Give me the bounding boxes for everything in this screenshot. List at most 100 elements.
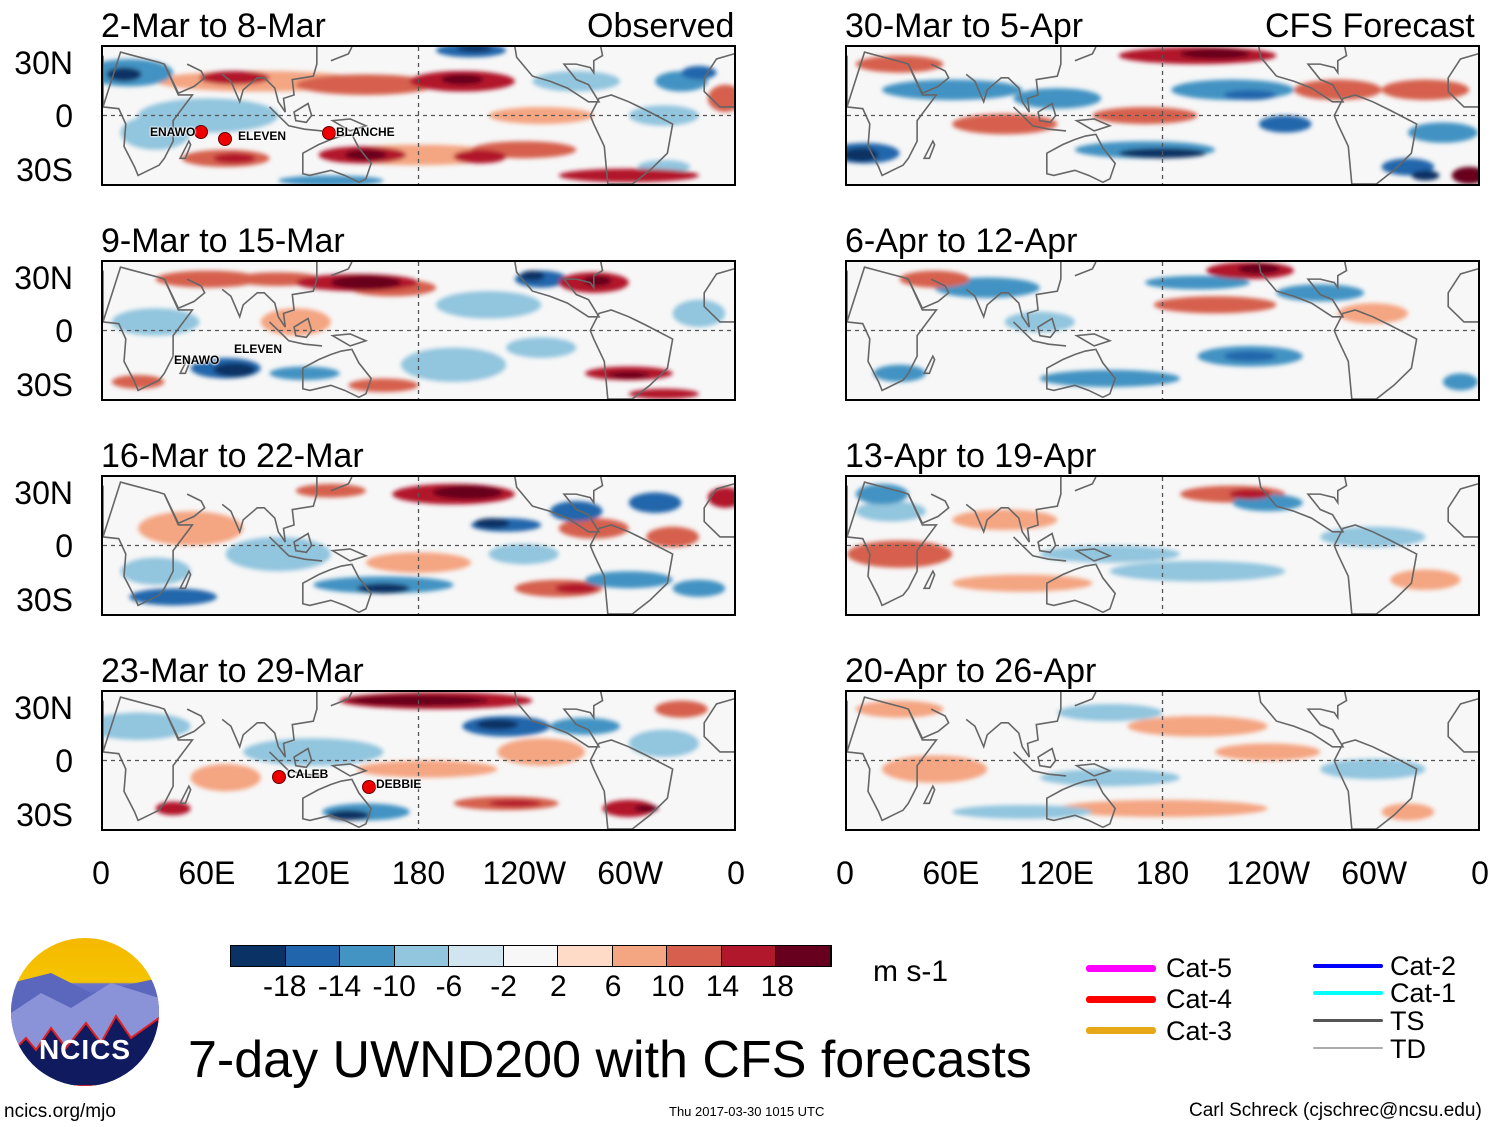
anomaly-contour	[1337, 303, 1408, 324]
units-label: m s-1	[873, 955, 948, 988]
lat-label: 0	[55, 528, 73, 564]
coastline	[908, 709, 948, 738]
lat-label: 30S	[16, 582, 73, 618]
anomaly-contour	[488, 106, 594, 125]
anomaly-contour	[155, 801, 191, 816]
coastline	[164, 709, 204, 738]
colorbar	[230, 945, 832, 967]
anomaly-contour	[681, 65, 717, 80]
anomaly-contour	[607, 371, 650, 379]
coastline	[1077, 119, 1110, 131]
anomaly-map	[847, 692, 1478, 829]
coastline	[270, 537, 323, 561]
lon-label: 120E	[1019, 855, 1095, 891]
anomaly-contour	[1039, 545, 1181, 563]
coastline	[331, 692, 352, 706]
coastline	[103, 52, 192, 175]
anomaly-map	[103, 692, 734, 829]
cyclone-icon[interactable]	[272, 770, 286, 784]
mountains-icon	[11, 973, 159, 1086]
storm-label[interactable]: CALEB	[287, 767, 329, 781]
coastline	[515, 262, 603, 317]
anomaly-contour	[585, 571, 673, 589]
anomaly-map	[103, 47, 734, 184]
lon-label: 180	[1135, 855, 1190, 891]
anomaly-contour	[453, 149, 507, 164]
coastline	[847, 52, 936, 175]
coastline	[908, 279, 948, 308]
coastline	[331, 477, 352, 491]
lat-label: 0	[55, 313, 73, 349]
map-panel	[101, 260, 736, 401]
storm-label[interactable]: ELEVEN	[234, 342, 283, 356]
anomaly-contour	[899, 270, 970, 288]
coastline	[303, 564, 371, 612]
storm-label[interactable]: ENAWO	[150, 125, 196, 139]
anomaly-contour	[873, 364, 926, 382]
anomaly-contour	[1407, 122, 1478, 143]
anomaly-contour	[646, 526, 699, 548]
cyclone-icon[interactable]	[194, 125, 208, 139]
legend-line-cat-1	[1313, 991, 1383, 995]
coastline	[331, 47, 352, 61]
legend-line-td	[1313, 1047, 1383, 1049]
anomaly-contour	[269, 366, 340, 381]
footer-timestamp: Thu 2017-03-30 1015 UTC	[669, 1104, 825, 1119]
anomaly-contour	[327, 810, 370, 821]
storm-label[interactable]: DEBBIE	[376, 777, 422, 791]
colorbar-label: -2	[490, 970, 517, 1003]
cyclone-icon[interactable]	[362, 780, 376, 794]
coastline	[590, 740, 672, 829]
anomaly-contour	[855, 55, 944, 73]
storm-label[interactable]: ENAWO	[174, 353, 220, 367]
colorbar-label: 10	[651, 970, 685, 1003]
anomaly-contour	[882, 755, 988, 783]
footer-url[interactable]: ncics.org/mjo	[4, 1101, 116, 1122]
storm-label[interactable]: ELEVEN	[238, 129, 287, 143]
coastline	[1259, 477, 1347, 532]
lon-label: 120W	[482, 855, 567, 891]
anomaly-contour	[952, 113, 1058, 135]
anomaly-contour	[111, 308, 200, 336]
coastline	[515, 692, 603, 747]
coastline	[1047, 564, 1115, 612]
map-panel	[845, 45, 1480, 186]
map-panel	[101, 45, 736, 186]
panel-title: 20-Apr to 26-Apr	[845, 652, 1097, 690]
coastline	[222, 692, 317, 757]
anomaly-contour	[155, 270, 261, 288]
anomaly-map	[103, 262, 734, 399]
coastline	[847, 482, 936, 605]
anomaly-contour	[457, 47, 493, 53]
lon-label: 0	[727, 855, 745, 891]
coastline	[1334, 525, 1416, 614]
colorbar-label: 2	[550, 970, 567, 1003]
cyclone-icon[interactable]	[322, 126, 336, 140]
anomaly-contour	[549, 500, 603, 522]
anomaly-contour	[882, 79, 1023, 101]
legend-label: Cat-4	[1166, 984, 1233, 1014]
map-panel	[101, 475, 736, 616]
colorbar-swatch	[721, 946, 777, 966]
anomaly-contour	[488, 799, 542, 807]
colorbar-swatch	[776, 946, 832, 966]
colorbar-swatch	[558, 946, 613, 966]
coastline	[1448, 484, 1478, 537]
lat-label: 0	[55, 743, 73, 779]
storm-label[interactable]: BLANCHE	[336, 125, 395, 139]
anomaly-contour	[1127, 715, 1268, 737]
coastline	[180, 786, 191, 803]
coastline	[1014, 322, 1067, 346]
anomaly-contour	[628, 492, 682, 513]
cyclone-icon[interactable]	[218, 132, 232, 146]
coastline	[966, 47, 1061, 112]
coastline	[1448, 54, 1478, 107]
anomaly-contour	[655, 700, 708, 718]
lon-label: 0	[1471, 855, 1489, 891]
anomaly-contour	[583, 275, 612, 286]
coastline	[303, 349, 371, 397]
lon-label: 60E	[922, 855, 980, 891]
coastline	[590, 525, 672, 614]
anomaly-contour	[348, 378, 419, 393]
coastline	[1077, 334, 1110, 346]
